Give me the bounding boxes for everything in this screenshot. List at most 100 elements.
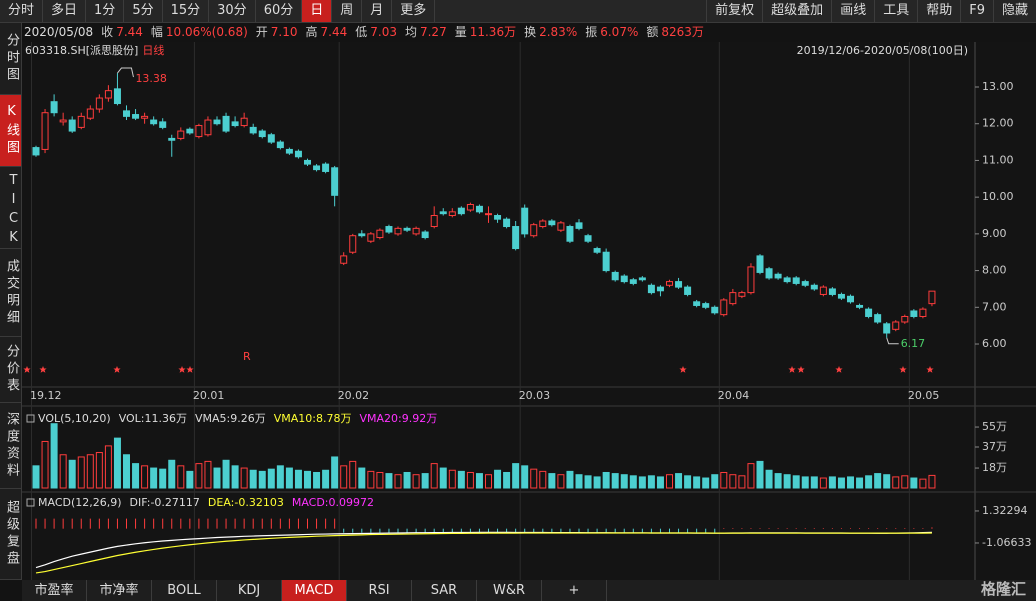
x-tick-label: 20.02 (338, 389, 370, 402)
candle-body (548, 220, 556, 226)
volume-bar (738, 475, 746, 489)
side-tab[interactable]: 分价表 (0, 337, 21, 403)
side-tab[interactable]: K线图 (0, 95, 21, 167)
tool-button[interactable]: 超级叠加 (762, 0, 831, 22)
tool-button[interactable]: 前复权 (706, 0, 762, 22)
y-tick-label: 1.32294 (982, 504, 1028, 517)
legend-entry: VMA5:9.26万 (195, 412, 266, 425)
candle-body (50, 101, 58, 114)
quote-value: 7.44 (116, 25, 143, 39)
period-button[interactable]: 5分 (124, 0, 163, 22)
tool-button[interactable]: 画线 (831, 0, 874, 22)
candle-body (421, 231, 429, 239)
volume-bar (765, 469, 773, 489)
period-button[interactable]: 分时 (0, 0, 44, 22)
candle-body (304, 159, 311, 165)
legend-entry: VOL:11.36万 (119, 412, 187, 425)
high-label: 13.38 (135, 72, 167, 85)
y-tick-label: 9.00 (982, 227, 1007, 240)
volume-bar (847, 476, 854, 489)
volume-bar (32, 465, 40, 489)
tool-button[interactable]: 隐藏 (992, 0, 1036, 22)
period-button[interactable]: 月 (362, 0, 393, 22)
volume-bar (892, 476, 900, 489)
volume-bar (159, 468, 167, 489)
event-star (797, 366, 805, 373)
volume-bar (810, 476, 818, 489)
volume-bar (376, 471, 384, 489)
tool-button[interactable]: 工具 (874, 0, 917, 22)
tool-button[interactable]: F9 (960, 0, 993, 22)
candle-body (358, 233, 366, 237)
indicator-tab[interactable]: RSI (347, 580, 412, 601)
volume-bar (611, 473, 619, 489)
period-button[interactable]: 1分 (86, 0, 125, 22)
sidebar: 分时图 K线图 TICK 成交明细 分价表 深度资料 超级复盘 (0, 23, 22, 580)
period-button[interactable]: 60分 (256, 0, 303, 22)
volume-bar (729, 474, 737, 489)
candle-body (819, 286, 827, 295)
volume-bar (684, 475, 692, 489)
candle-body (575, 222, 583, 229)
volume-bar (231, 465, 239, 489)
volume-bar (557, 474, 565, 489)
volume-bar (222, 459, 230, 489)
volume-bar (331, 456, 339, 489)
period-button[interactable]: 多日 (43, 0, 87, 22)
candle-body (403, 227, 411, 231)
period-button[interactable]: 30分 (209, 0, 256, 22)
period-button[interactable]: 日 (302, 0, 333, 22)
chart-header: 603318.SH[派思股份] 日线 (25, 43, 164, 57)
volume-bar (41, 440, 49, 489)
volume-bar (910, 477, 918, 489)
side-tab[interactable]: TICK (0, 167, 21, 249)
candle-body (919, 308, 927, 317)
candle-body (322, 163, 330, 172)
candle-body (213, 119, 221, 125)
side-tab[interactable]: 分时图 (0, 23, 21, 95)
candle-body (629, 279, 637, 284)
volume-bar (439, 467, 447, 489)
candle-body (584, 235, 592, 242)
candle-body (774, 273, 782, 279)
indicator-tab[interactable]: W&R (477, 580, 542, 601)
toolbar-right: 前复权 超级叠加 画线 工具 帮助 F9 隐藏 (706, 0, 1036, 22)
quote-value: 7.10 (270, 25, 298, 39)
volume-bar (656, 476, 664, 489)
period-button[interactable]: 更多 (392, 0, 436, 22)
indicator-tab[interactable]: 市净率 (87, 580, 152, 601)
x-tick-label: 20.05 (908, 389, 940, 402)
candle-body (412, 227, 420, 235)
indicator-tab[interactable]: 市盈率 (22, 580, 87, 601)
watermark: 格隆汇 (980, 580, 1026, 598)
volume-bar (539, 470, 547, 489)
x-tick-label: 20.01 (193, 389, 225, 402)
indicator-tab[interactable]: BOLL (152, 580, 217, 601)
indicator-tab[interactable]: KDJ (217, 580, 282, 601)
volume-bar (475, 473, 483, 489)
volume-bar (720, 471, 728, 489)
indicator-tab[interactable]: MACD (282, 580, 347, 601)
volume-bar (95, 452, 103, 489)
side-tab[interactable]: 深度资料 (0, 403, 21, 489)
volume-bar (304, 470, 311, 489)
tool-button[interactable]: 帮助 (917, 0, 960, 22)
volume-bar (837, 477, 845, 489)
event-star (788, 366, 796, 373)
candle-body (792, 277, 800, 284)
y-tick-label: 37万 (982, 440, 1007, 453)
side-tab[interactable]: 超级复盘 (0, 489, 21, 580)
indicator-tab[interactable]: SAR (412, 580, 477, 601)
indicator-tab[interactable]: + (542, 580, 607, 601)
period-button[interactable]: 周 (332, 0, 363, 22)
quote-line: 2020/05/08 收 7.44 幅 10.06%(0.68) 开 7.10 高 7.44 低 7… (24, 23, 704, 42)
volume-bar (783, 474, 791, 489)
legend-entry: MACD:0.09972 (292, 496, 374, 509)
candle-body (141, 115, 149, 119)
event-star (178, 366, 186, 373)
side-tab[interactable]: 成交明细 (0, 249, 21, 337)
volume-bar (711, 474, 719, 489)
period-button[interactable]: 15分 (163, 0, 210, 22)
candle-body (602, 251, 610, 272)
